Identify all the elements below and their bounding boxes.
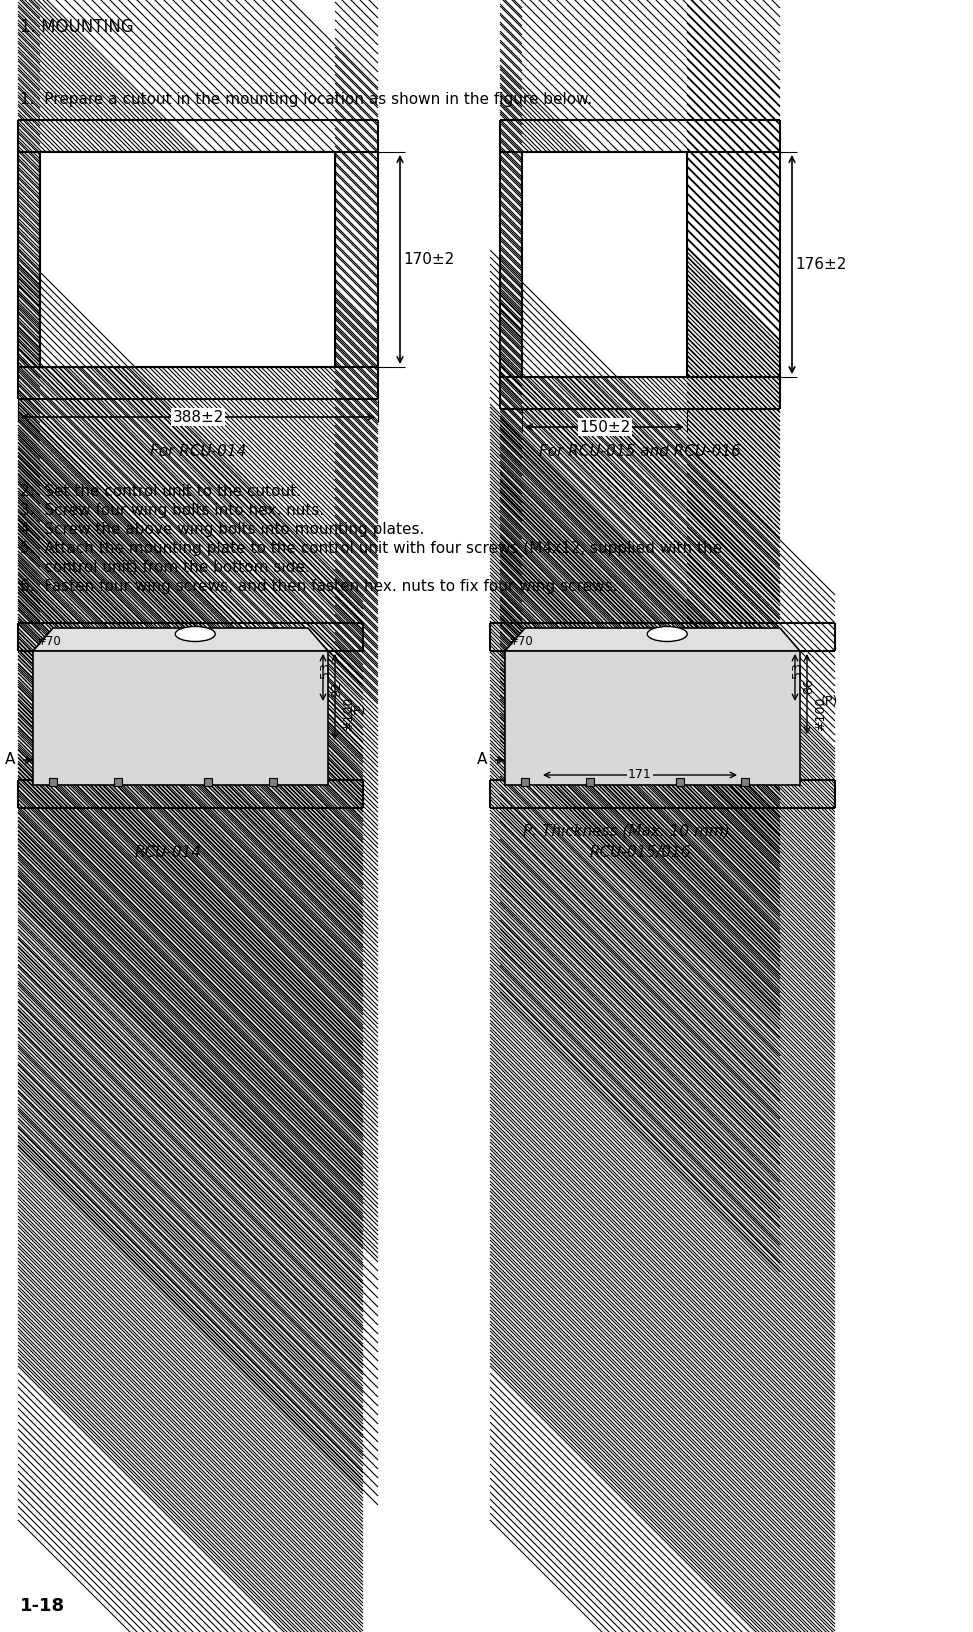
Text: 53: 53 (790, 661, 804, 677)
Text: For RCU-014: For RCU-014 (150, 444, 246, 459)
Text: RCU-014: RCU-014 (134, 845, 201, 860)
Text: 150±2: 150±2 (579, 419, 631, 434)
Text: 5.  Attach the mounting plate to the control unit with four screws (M4x12, suppl: 5. Attach the mounting plate to the cont… (20, 540, 722, 557)
Text: (P): (P) (349, 705, 366, 718)
Text: 1-18: 1-18 (20, 1598, 65, 1616)
Text: 388±2: 388±2 (172, 410, 224, 424)
Text: A: A (477, 752, 487, 767)
Text: A: A (5, 752, 15, 767)
Ellipse shape (175, 627, 215, 641)
Polygon shape (33, 628, 328, 651)
Text: 1.  Prepare a cutout in the mounting location as shown in the figure below.: 1. Prepare a cutout in the mounting loca… (20, 91, 593, 108)
Polygon shape (521, 778, 529, 787)
Ellipse shape (647, 627, 687, 641)
Text: 3.  Screw four wing bolts into hex. nuts.: 3. Screw four wing bolts into hex. nuts. (20, 503, 324, 517)
Text: 86: 86 (803, 679, 815, 694)
Text: 170±2: 170±2 (403, 251, 454, 268)
Polygon shape (114, 778, 122, 787)
Text: #70: #70 (36, 635, 60, 648)
Text: RCU-015/016: RCU-015/016 (590, 845, 691, 860)
Text: 176±2: 176±2 (795, 256, 847, 273)
Text: 6.  Fasten four wing screws, and then fasten hex. nuts to fix four wing screws.: 6. Fasten four wing screws, and then fas… (20, 579, 618, 594)
Polygon shape (505, 628, 800, 651)
Polygon shape (33, 651, 328, 785)
Polygon shape (522, 152, 687, 377)
Polygon shape (204, 778, 212, 787)
Text: #100: #100 (342, 697, 355, 731)
Text: 92: 92 (331, 681, 343, 697)
Text: For RCU-015 and RCU-016: For RCU-015 and RCU-016 (539, 444, 740, 459)
Text: 171: 171 (629, 769, 652, 782)
Polygon shape (586, 778, 594, 787)
Text: 2.  Set the control unit to the cutout.: 2. Set the control unit to the cutout. (20, 485, 301, 499)
Polygon shape (269, 778, 277, 787)
Text: control unit) from the bottom side.: control unit) from the bottom side. (20, 560, 309, 574)
Polygon shape (40, 152, 335, 367)
Polygon shape (49, 778, 57, 787)
Polygon shape (505, 651, 800, 785)
Text: 53: 53 (318, 661, 332, 677)
Text: 4.  Screw the above wing bolts into mounting plates.: 4. Screw the above wing bolts into mount… (20, 522, 424, 537)
Text: P: Thickness (Max. 10 mm): P: Thickness (Max. 10 mm) (523, 823, 730, 837)
Text: #100: #100 (814, 697, 827, 731)
Text: (P): (P) (821, 695, 839, 708)
Polygon shape (676, 778, 684, 787)
Polygon shape (741, 778, 749, 787)
Text: #70: #70 (508, 635, 533, 648)
Text: 1. MOUNTING: 1. MOUNTING (20, 18, 133, 36)
